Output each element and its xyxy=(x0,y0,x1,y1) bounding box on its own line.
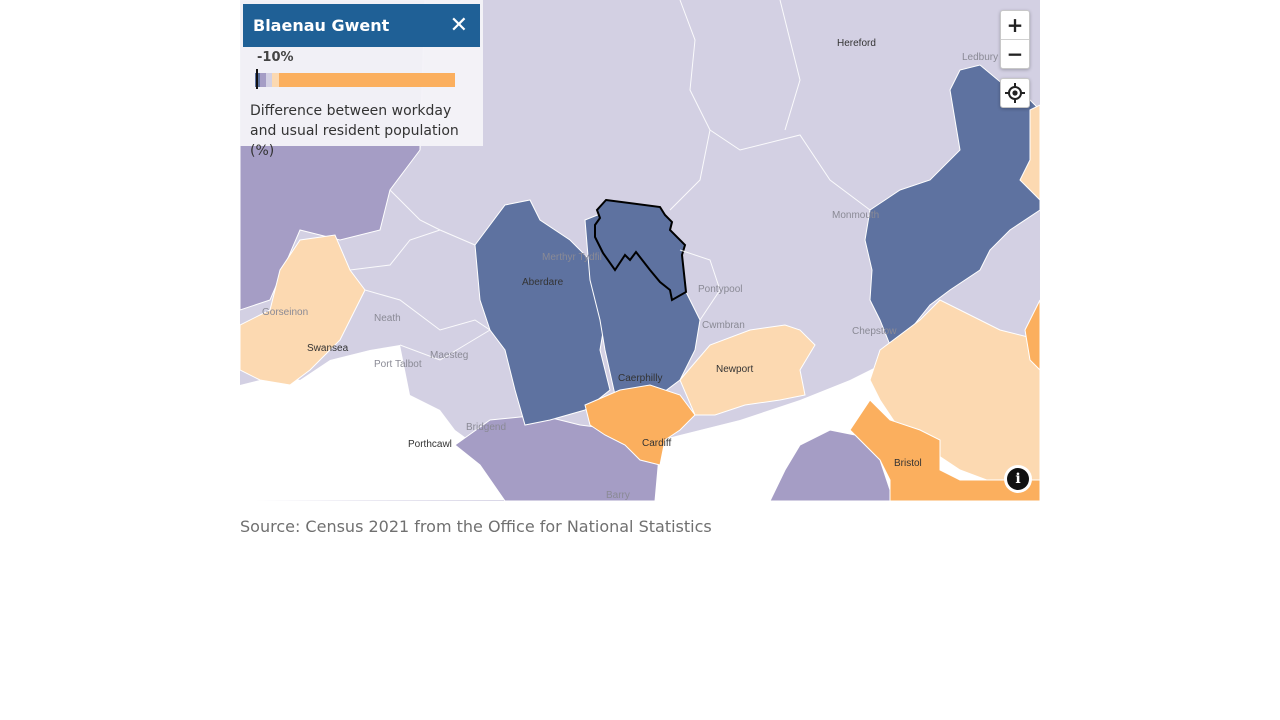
geolocate-button[interactable] xyxy=(1001,79,1029,107)
crosshair-icon xyxy=(1005,83,1025,103)
legend-value-marker xyxy=(256,69,258,89)
place-label-bridgend: Bridgend xyxy=(466,422,506,433)
legend-swatch xyxy=(272,73,279,87)
place-label-gorseinon: Gorseinon xyxy=(262,307,308,318)
region-blaenau-gwent-selected[interactable] xyxy=(594,198,688,302)
place-label-aberdare: Aberdare xyxy=(522,277,564,288)
region-east-sliver[interactable] xyxy=(1024,299,1040,371)
region-bristol[interactable] xyxy=(849,399,1040,501)
legend-description: Difference between workday and usual res… xyxy=(250,103,459,159)
zoom-control: + − xyxy=(1000,10,1030,69)
place-label-caerphilly: Caerphilly xyxy=(618,373,662,384)
region-cardiff[interactable] xyxy=(584,384,696,466)
place-label-hereford: Hereford xyxy=(837,38,876,49)
info-icon: i xyxy=(1015,471,1021,487)
legend-swatch xyxy=(266,73,272,87)
place-label-port-talbot: Port Talbot xyxy=(374,359,422,370)
zoom-in-button[interactable]: + xyxy=(1006,13,1024,37)
region-forest-of-dean[interactable] xyxy=(864,64,1040,346)
place-label-ledbury: Ledbury xyxy=(962,52,998,63)
info-button[interactable]: i xyxy=(1007,468,1029,490)
place-label-maesteg: Maesteg xyxy=(430,350,468,361)
region-north-somerset[interactable] xyxy=(769,429,891,501)
zoom-out-button[interactable]: − xyxy=(1006,42,1024,66)
legend-colour-scale xyxy=(255,73,458,87)
place-label-bristol: Bristol xyxy=(894,458,922,469)
legend-header: Blaenau Gwent ✕ xyxy=(243,4,480,47)
close-icon[interactable]: ✕ xyxy=(449,12,468,38)
place-label-cardiff: Cardiff xyxy=(642,438,671,449)
place-label-newport: Newport xyxy=(716,364,753,375)
legend-swatch xyxy=(279,73,455,87)
place-label-barry: Barry xyxy=(606,490,630,501)
legend-swatch xyxy=(260,73,266,87)
selected-area-value: -10% xyxy=(257,50,294,65)
place-label-cwmbran: Cwmbran xyxy=(702,320,745,331)
geolocate-control xyxy=(1000,78,1030,108)
region-east-edge[interactable] xyxy=(1019,104,1040,201)
region-newport[interactable] xyxy=(679,324,816,416)
zoom-divider xyxy=(1001,39,1029,40)
legend-panel: Blaenau Gwent ✕ -10% Difference between … xyxy=(240,0,483,159)
district-boundaries xyxy=(349,0,871,361)
place-label-monmouth: Monmouth xyxy=(832,210,879,221)
place-label-neath: Neath xyxy=(374,313,401,324)
selected-area-name: Blaenau Gwent xyxy=(253,16,390,35)
sea-area xyxy=(240,345,540,501)
region-swansea[interactable] xyxy=(240,234,366,386)
place-label-chepstow: Chepstow xyxy=(852,326,897,337)
place-label-merthyr: Merthyr Tydfil xyxy=(542,252,602,263)
place-label-pontypool: Pontypool xyxy=(698,284,742,295)
region-rhondda-cynon-taf[interactable] xyxy=(474,199,611,426)
source-note: Source: Census 2021 from the Office for … xyxy=(240,517,712,536)
place-label-swansea: Swansea xyxy=(307,343,349,354)
place-label-porthcawl: Porthcawl xyxy=(408,439,452,450)
